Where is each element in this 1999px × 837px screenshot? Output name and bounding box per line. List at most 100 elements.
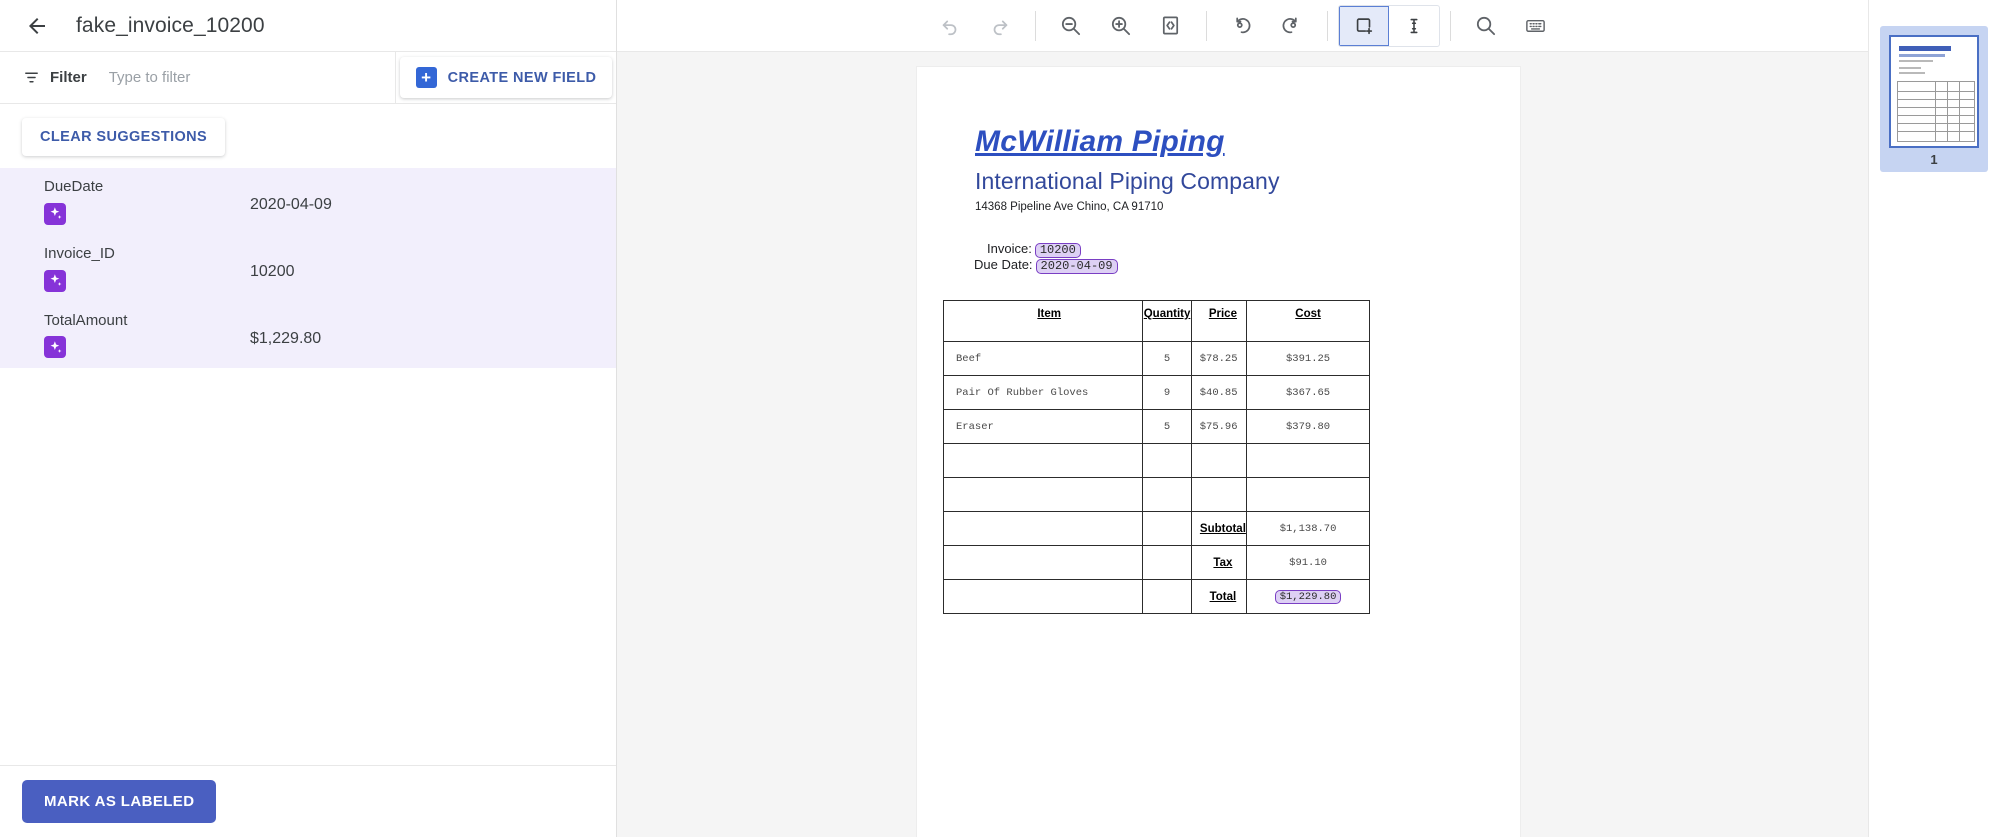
history-tools xyxy=(925,6,1025,46)
list-item[interactable]: DueDate 2020-04-09 xyxy=(0,168,616,235)
field-left: DueDate xyxy=(0,178,250,225)
summary-label-tax: Tax xyxy=(1190,545,1248,580)
fit-width-icon[interactable] xyxy=(1146,6,1196,46)
table-row: Eraser 5 $75.96 $379.80 xyxy=(942,409,1370,444)
mark-as-labeled-button[interactable]: MARK AS LABELED xyxy=(22,780,217,823)
cell-price xyxy=(1190,477,1248,512)
field-name: DueDate xyxy=(44,178,104,195)
draw-box-icon[interactable] xyxy=(1338,5,1389,46)
column-header-cost: Cost xyxy=(1246,300,1370,342)
rotate-left-icon[interactable] xyxy=(1217,6,1267,46)
cell-cost: $379.80 xyxy=(1246,409,1370,444)
summary-label-subtotal: Subtotal xyxy=(1190,511,1248,546)
toolbar-divider xyxy=(1034,10,1036,41)
panel-footer: MARK AS LABELED xyxy=(0,765,616,837)
cell-item xyxy=(942,443,1144,478)
panel-spacer xyxy=(0,368,616,765)
sparkle-icon[interactable] xyxy=(44,269,66,292)
thumbnail-table-grid xyxy=(1897,81,1975,142)
cell-item: Pair Of Rubber Gloves xyxy=(942,375,1144,410)
search-icon[interactable] xyxy=(1461,6,1511,46)
thumbnail-page-number: 1 xyxy=(1930,152,1938,167)
document-viewer: McWilliam Piping International Piping Co… xyxy=(617,0,1868,837)
cell-item: Beef xyxy=(942,341,1144,376)
keyboard-icon[interactable] xyxy=(1511,6,1561,46)
company-name: McWilliam Piping xyxy=(975,125,1225,158)
thumbnail-page-1[interactable]: 1 xyxy=(1880,26,1988,172)
cell-price: $75.96 xyxy=(1190,409,1248,444)
cell-cost xyxy=(1246,443,1370,478)
annotation-invoice-id[interactable]: 10200 xyxy=(1034,243,1081,258)
cell-item xyxy=(942,477,1144,512)
table-header-row: Item Quantity Price Cost xyxy=(942,300,1370,342)
thumbnail-preview xyxy=(1889,35,1979,148)
annotation-total-amount[interactable]: $1,229.80 xyxy=(1274,589,1342,604)
toolbar-divider xyxy=(1326,10,1328,41)
field-value: 2020-04-09 xyxy=(250,196,332,213)
filter-zone: Filter xyxy=(0,52,396,103)
viewer-toolbar xyxy=(617,0,1868,52)
rotate-right-icon[interactable] xyxy=(1267,6,1317,46)
cell-cost xyxy=(1246,477,1370,512)
cell-quantity: 5 xyxy=(1142,341,1192,376)
zoom-out-icon[interactable] xyxy=(1046,6,1096,46)
filter-label: Filter xyxy=(50,69,87,86)
cell-quantity xyxy=(1142,443,1192,478)
viewer-canvas[interactable]: McWilliam Piping International Piping Co… xyxy=(617,52,1868,837)
cell-price xyxy=(1190,443,1248,478)
panel-header: fake_invoice_10200 xyxy=(0,0,616,52)
rotate-tools xyxy=(1217,6,1317,46)
annotation-due-date[interactable]: 2020-04-09 xyxy=(1035,259,1118,274)
sparkle-icon[interactable] xyxy=(44,202,66,225)
clear-suggestions-button[interactable]: CLEAR SUGGESTIONS xyxy=(22,118,226,156)
table-row: Pair Of Rubber Gloves 9 $40.85 $367.65 xyxy=(942,375,1370,410)
invoice-table: Item Quantity Price Cost Beef 5 $78.25 $… xyxy=(942,300,1370,614)
left-panel: fake_invoice_10200 Filter + CREATE NEW F… xyxy=(0,0,617,837)
field-name: Invoice_ID xyxy=(44,244,115,262)
search-input[interactable] xyxy=(108,69,339,86)
cell-empty xyxy=(942,579,1144,614)
toolbar-divider xyxy=(1449,10,1451,41)
filter-bar: Filter + CREATE NEW FIELD xyxy=(0,52,616,104)
list-item[interactable]: Invoice_ID 10200 xyxy=(0,235,616,302)
zoom-tools xyxy=(1046,6,1196,46)
plus-icon: + xyxy=(415,67,437,88)
cell-quantity: 5 xyxy=(1142,409,1192,444)
undo-icon[interactable] xyxy=(925,6,975,46)
summary-row-total: Total $1,229.80 xyxy=(942,579,1370,614)
field-value: $1,229.80 xyxy=(250,329,322,347)
create-field-zone: + CREATE NEW FIELD xyxy=(396,52,616,103)
document-page[interactable]: McWilliam Piping International Piping Co… xyxy=(916,66,1521,837)
list-item[interactable]: TotalAmount $1,229.80 xyxy=(0,302,616,369)
field-left: Invoice_ID xyxy=(0,245,250,292)
text-select-icon[interactable] xyxy=(1389,6,1439,46)
field-left: TotalAmount xyxy=(0,312,250,359)
create-new-field-button[interactable]: + CREATE NEW FIELD xyxy=(399,57,613,98)
thumbnail-panel: 1 xyxy=(1868,0,1999,837)
column-header-quantity: Quantity xyxy=(1142,300,1192,342)
cell-cost: $367.65 xyxy=(1246,375,1370,410)
toolbar-divider xyxy=(1205,10,1207,41)
summary-row-tax: Tax $91.10 xyxy=(942,545,1370,580)
zoom-in-icon[interactable] xyxy=(1096,6,1146,46)
summary-label-total: Total xyxy=(1190,579,1248,614)
table-row xyxy=(942,477,1370,512)
summary-value-total-cell: $1,229.80 xyxy=(1246,579,1370,614)
due-date-label: Due Date: xyxy=(974,257,1033,272)
back-arrow-icon[interactable] xyxy=(22,11,52,41)
table-row xyxy=(942,443,1370,478)
cell-empty xyxy=(1142,545,1192,580)
utility-tools xyxy=(1461,6,1561,46)
cell-empty xyxy=(1142,579,1192,614)
company-address: 14368 Pipeline Ave Chino, CA 91710 xyxy=(975,201,1164,213)
page-title: fake_invoice_10200 xyxy=(76,13,265,37)
invoice-number-label: Invoice: xyxy=(987,241,1032,256)
create-new-field-label: CREATE NEW FIELD xyxy=(447,69,597,86)
sparkle-icon[interactable] xyxy=(44,336,66,359)
field-value: 10200 xyxy=(250,262,295,280)
company-subtitle: International Piping Company xyxy=(975,168,1280,194)
cell-price: $40.85 xyxy=(1190,375,1248,410)
redo-icon[interactable] xyxy=(975,6,1025,46)
invoice-number-line: Invoice: 10200 xyxy=(987,241,1081,258)
